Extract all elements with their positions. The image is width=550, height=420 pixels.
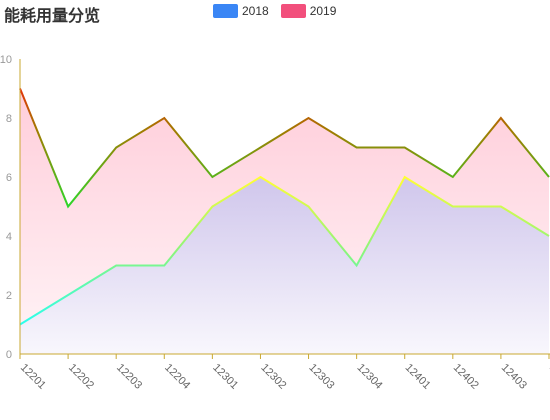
- x-tick-label: 12403: [499, 362, 529, 392]
- y-tick-label: 4: [6, 231, 12, 243]
- legend-swatch-2019: [280, 4, 306, 18]
- legend-swatch-2018: [213, 4, 238, 18]
- x-tick-label: 12302: [258, 362, 288, 392]
- y-tick-label: 10: [0, 54, 12, 66]
- x-tick-label: 1: [547, 362, 550, 375]
- chart-title: 能耗用量分览: [4, 6, 101, 25]
- legend: 2018 2019: [213, 4, 336, 18]
- series-line-2018: [19, 175, 550, 326]
- x-tick-label: 12301: [210, 362, 240, 392]
- series-layer: [19, 88, 550, 354]
- legend-label-2018: 2018: [242, 4, 269, 18]
- x-tick-label: 12304: [355, 362, 385, 392]
- x-tick-label: 12202: [66, 362, 96, 392]
- series-area-2018: [20, 177, 549, 354]
- series-line-2019: [19, 88, 550, 209]
- legend-label-2019: 2019: [309, 4, 337, 18]
- y-tick-label: 6: [6, 172, 12, 184]
- legend-item-2019[interactable]: 2019: [280, 4, 337, 18]
- x-tick-label: 12204: [162, 362, 192, 392]
- x-tick-label: 12201: [18, 362, 48, 392]
- x-tick-label: 12402: [451, 362, 481, 392]
- y-tick-label: 2: [6, 290, 12, 302]
- x-tick-label: 12401: [403, 362, 433, 392]
- x-tick-label: 12303: [306, 362, 336, 392]
- legend-item-2018[interactable]: 2018: [213, 4, 269, 18]
- y-tick-label: 0: [6, 349, 12, 361]
- x-tick-label: 12203: [114, 362, 144, 392]
- y-tick-label: 8: [6, 113, 12, 125]
